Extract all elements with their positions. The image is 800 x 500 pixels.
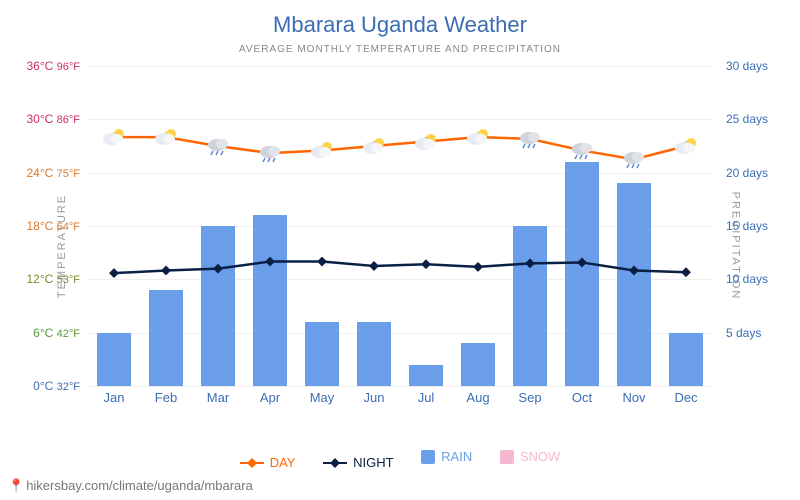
night-line-marker <box>213 264 223 274</box>
page-title: Mbarara Uganda Weather <box>0 0 800 38</box>
y-tick-right: 20 days <box>726 166 786 180</box>
gridline <box>88 386 712 387</box>
night-line-marker <box>317 257 327 267</box>
legend-night: NIGHT <box>323 455 393 470</box>
source-footer: 📍hikersbay.com/climate/uganda/mbarara <box>8 478 253 494</box>
legend-rain: RAIN <box>421 449 472 464</box>
y-tick-left: 36°C 96°F <box>8 59 80 73</box>
y-tick-right: 25 days <box>726 112 786 126</box>
day-line <box>114 137 686 159</box>
night-line-marker <box>109 268 119 278</box>
night-line-marker <box>629 265 639 275</box>
rain-cloud-icon <box>205 136 231 156</box>
partly-cloudy-icon <box>309 140 335 160</box>
partly-cloudy-icon <box>413 132 439 152</box>
legend: DAY NIGHT RAIN SNOW <box>0 449 800 470</box>
legend-day: DAY <box>240 455 296 470</box>
legend-snow: SNOW <box>500 449 560 464</box>
night-line <box>114 262 686 274</box>
partly-cloudy-icon <box>465 127 491 147</box>
partly-cloudy-icon <box>673 136 699 156</box>
x-tick-label: Sep <box>504 390 556 405</box>
night-line-marker <box>473 262 483 272</box>
partly-cloudy-icon <box>153 127 179 147</box>
y-tick-right: 10 days <box>726 272 786 286</box>
plot-area <box>88 66 712 386</box>
partly-cloudy-icon <box>361 136 387 156</box>
night-line-marker <box>577 257 587 267</box>
x-tick-label: Aug <box>452 390 504 405</box>
rain-cloud-icon <box>257 143 283 163</box>
y-tick-right: 15 days <box>726 219 786 233</box>
x-tick-label: Feb <box>140 390 192 405</box>
y-tick-left: 18°C 64°F <box>8 219 80 233</box>
y-tick-left: 30°C 86°F <box>8 112 80 126</box>
x-tick-label: Nov <box>608 390 660 405</box>
rain-cloud-icon <box>569 140 595 160</box>
y-tick-left: 0°C 32°F <box>8 379 80 393</box>
climate-chart: TEMPERATURE PRECIPITATION 36°C 96°F30°C … <box>0 56 800 436</box>
x-tick-label: Dec <box>660 390 712 405</box>
night-line-marker <box>161 265 171 275</box>
x-tick-label: Jul <box>400 390 452 405</box>
y-tick-right: 30 days <box>726 59 786 73</box>
y-tick-right: 5 days <box>726 326 786 340</box>
night-line-marker <box>681 267 691 277</box>
line-layer <box>88 66 712 386</box>
y-tick-left: 6°C 42°F <box>8 326 80 340</box>
x-tick-label: May <box>296 390 348 405</box>
partly-cloudy-icon <box>101 127 127 147</box>
page-subtitle: AVERAGE MONTHLY TEMPERATURE AND PRECIPIT… <box>0 44 800 55</box>
y-tick-left: 24°C 75°F <box>8 166 80 180</box>
night-line-marker <box>525 258 535 268</box>
x-tick-label: Oct <box>556 390 608 405</box>
x-tick-label: Jun <box>348 390 400 405</box>
y-tick-left: 12°C 53°F <box>8 272 80 286</box>
night-line-marker <box>265 257 275 267</box>
map-pin-icon: 📍 <box>8 478 24 493</box>
rain-cloud-icon <box>517 129 543 149</box>
night-line-marker <box>369 261 379 271</box>
night-line-marker <box>421 259 431 269</box>
x-tick-label: Jan <box>88 390 140 405</box>
x-tick-label: Apr <box>244 390 296 405</box>
rain-cloud-icon <box>621 149 647 169</box>
x-tick-label: Mar <box>192 390 244 405</box>
